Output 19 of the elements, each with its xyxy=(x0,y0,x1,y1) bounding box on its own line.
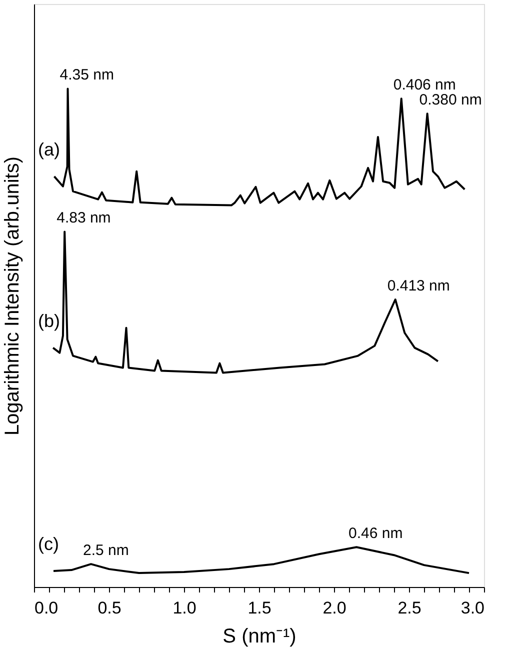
x-tick-label: 1.0 xyxy=(172,598,196,618)
x-tick-label: 2.5 xyxy=(398,598,422,618)
x-tick-label: 0.0 xyxy=(34,598,58,618)
annotation: 0.406 nm xyxy=(393,76,456,94)
annotation: 4.35 nm xyxy=(60,66,114,84)
y-axis-title: Logarithmic Intensity (arb.units) xyxy=(2,156,24,436)
annotation: 0.380 nm xyxy=(419,92,482,109)
series-label: (a) xyxy=(38,139,60,160)
annotation: 2.5 nm xyxy=(83,542,129,560)
series-label: (b) xyxy=(38,310,60,331)
x-tick-label: 3.0 xyxy=(460,598,484,618)
annotation: 0.413 nm xyxy=(387,277,450,294)
x-tick-label: 2.0 xyxy=(322,598,346,618)
annotation: 0.46 nm xyxy=(348,525,403,542)
x-tick-label: 0.5 xyxy=(98,598,122,618)
x-axis-title: S (nm⁻¹) xyxy=(222,626,296,648)
series-label: (c) xyxy=(38,534,59,554)
annotation: 4.83 nm xyxy=(56,210,111,227)
x-tick-label: 1.5 xyxy=(248,598,272,618)
